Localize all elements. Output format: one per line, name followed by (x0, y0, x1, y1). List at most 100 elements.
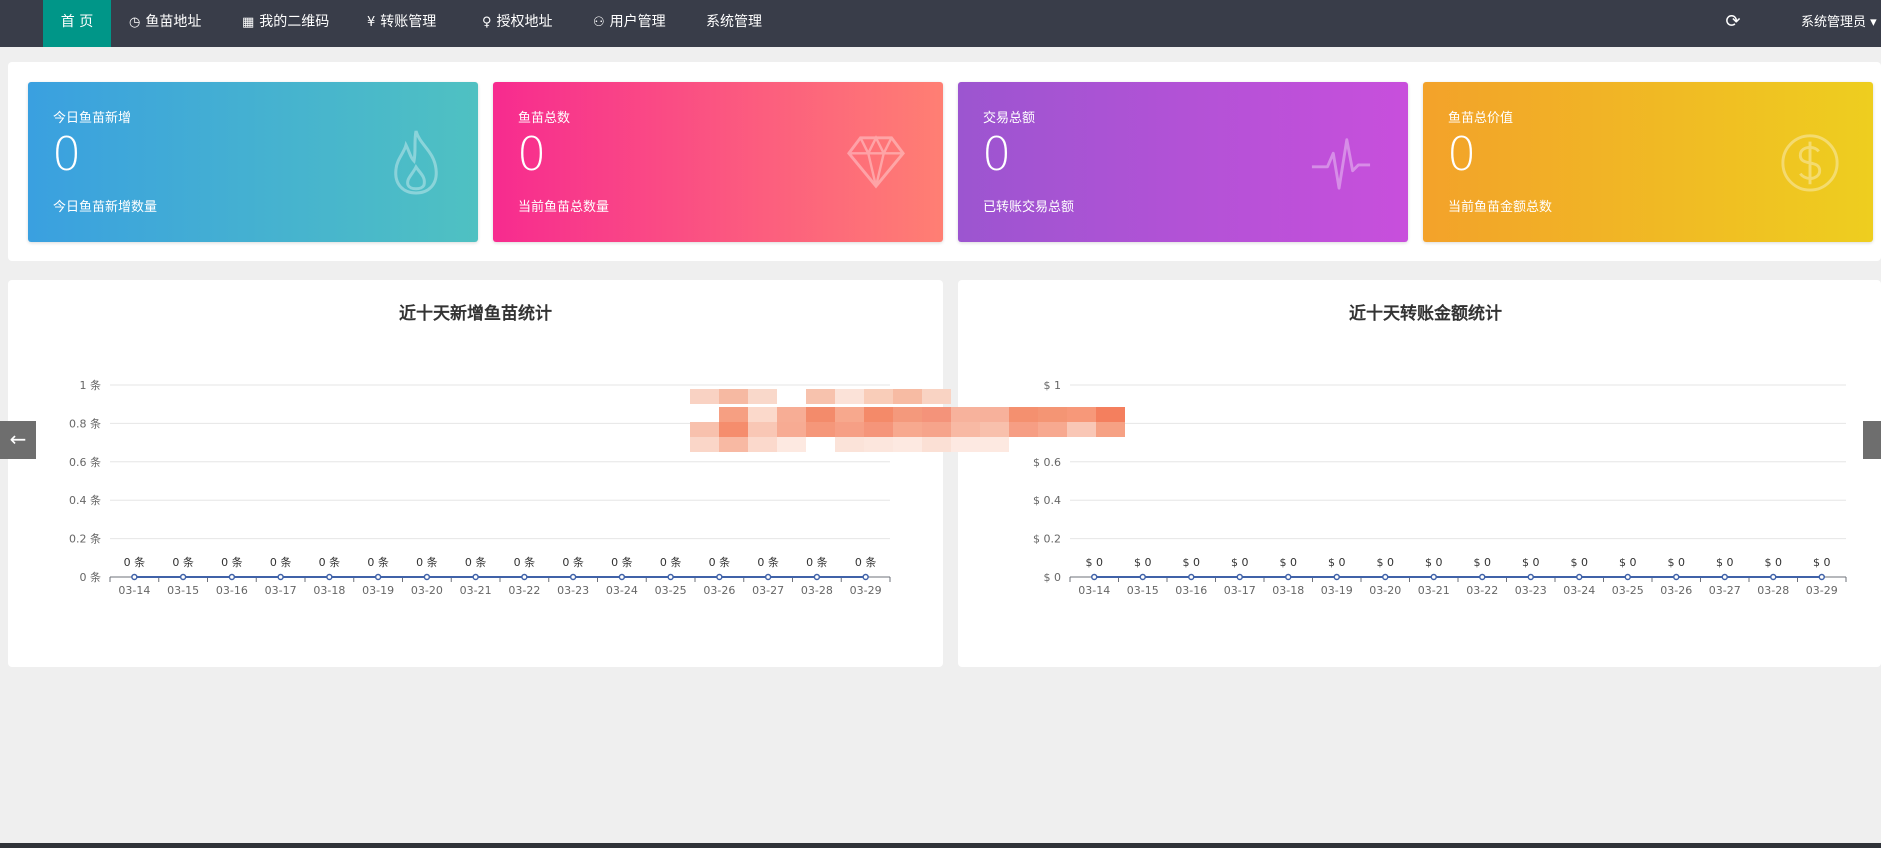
redaction-block (1067, 407, 1096, 422)
x-tick-label: 03-15 (1127, 584, 1159, 597)
data-label: $ 0 (1765, 556, 1783, 569)
nav-user-management[interactable]: ⚇ 用户管理 (593, 0, 666, 47)
x-tick-label: 03-27 (1709, 584, 1741, 597)
redaction-block (777, 407, 806, 422)
data-point (1139, 573, 1146, 581)
data-label: 0 条 (270, 555, 292, 569)
data-label: 0 条 (124, 555, 146, 569)
data-point (1382, 573, 1389, 581)
nav-system-management-label: 系统管理 (706, 14, 762, 30)
x-tick-label: 03-25 (655, 584, 687, 597)
nav-fish-address[interactable]: ◷ 鱼苗地址 (129, 0, 201, 47)
data-label: 0 条 (416, 555, 438, 569)
data-label: $ 0 (1571, 556, 1589, 569)
chart-new-fish: 0 条 0.2 条 0.4 条 0.6 条 0.8 条 1 条 03-14 03-15 03-1… (69, 378, 891, 597)
carousel-prev-button[interactable]: ← (0, 421, 36, 459)
location-icon: ♀ (482, 15, 492, 30)
redaction-block (922, 407, 951, 422)
data-label: 0 条 (465, 555, 487, 569)
x-tick-label: 03-20 (411, 584, 443, 597)
data-label: 0 条 (611, 555, 633, 569)
x-tick-label: 03-17 (265, 584, 297, 597)
refresh-icon[interactable]: ⟳ (1725, 11, 1741, 32)
x-tick-label: 03-21 (1418, 584, 1450, 597)
x-tick-label: 03-18 (313, 584, 345, 597)
data-label: $ 0 (1086, 556, 1104, 569)
x-tick-label: 03-26 (703, 584, 735, 597)
data-point (277, 573, 284, 581)
carousel-next-button[interactable] (1863, 421, 1881, 459)
y-tick-label: 0 条 (80, 570, 102, 584)
stat-card-today-new: 今日鱼苗新增 0 今日鱼苗新增数量 (28, 82, 478, 242)
data-point (764, 573, 772, 581)
y-tick-label: $ 0.2 (1033, 533, 1061, 546)
redaction-block (806, 407, 835, 422)
chart-title: 近十天转账金额统计 (1349, 304, 1502, 324)
y-tick-label: 1 条 (80, 378, 102, 392)
y-tick-label: 0.2 条 (69, 532, 101, 546)
nav-system-management[interactable]: 系统管理 (706, 0, 762, 47)
data-point (472, 573, 479, 581)
x-tick-label: 03-22 (1466, 584, 1498, 597)
data-label: 0 条 (172, 555, 194, 569)
nav-my-qrcode[interactable]: ▦ 我的二维码 (242, 0, 329, 47)
y-tick-label: $ 0.4 (1033, 494, 1061, 507)
data-label: 0 条 (367, 555, 389, 569)
redaction-block (690, 422, 719, 437)
redaction-block (719, 389, 748, 404)
data-point (228, 573, 236, 581)
x-tick-label: 03-16 (1175, 584, 1207, 597)
x-tick-label: 03-28 (801, 584, 833, 597)
x-tick-label: 03-14 (118, 584, 150, 597)
data-label: 0 条 (757, 555, 779, 569)
data-label: 0 条 (562, 555, 584, 569)
x-tick-label: 03-24 (1563, 584, 1595, 597)
redaction-block (1096, 407, 1125, 422)
x-tick-label: 03-18 (1272, 584, 1304, 597)
data-label: $ 0 (1522, 556, 1540, 569)
redaction-block (922, 422, 951, 437)
x-tick-label: 03-25 (1612, 584, 1644, 597)
nav-transfer-management[interactable]: ¥ 转账管理 (367, 0, 436, 47)
y-tick-label: $ 1 (1044, 379, 1062, 392)
redaction-block (893, 407, 922, 422)
nav-home[interactable]: 首 页 (43, 0, 111, 47)
x-tick-label: 03-19 (362, 584, 394, 597)
stat-value: 0 (1447, 127, 1477, 181)
x-tick-label: 03-28 (1757, 584, 1789, 597)
redaction-block (777, 437, 806, 452)
data-label: $ 0 (1280, 556, 1298, 569)
yen-icon: ¥ (367, 15, 376, 30)
redaction-block (1009, 407, 1038, 422)
redaction-block (951, 422, 980, 437)
stats-panel: 今日鱼苗新增 0 今日鱼苗新增数量 鱼苗总数 0 当前鱼苗总数量 交易总额 0 … (8, 62, 1881, 261)
data-point (1333, 573, 1340, 581)
stat-value: 0 (517, 127, 547, 181)
x-tick-label: 03-26 (1660, 584, 1692, 597)
dollar-icon (1781, 134, 1839, 192)
stat-title: 交易总额 (983, 111, 1036, 126)
data-point (716, 573, 723, 581)
y-tick-label: $ 0.6 (1033, 456, 1061, 469)
nav-authorized-address[interactable]: ♀ 授权地址 (482, 0, 553, 47)
x-tick-label: 03-20 (1369, 584, 1401, 597)
x-tick-label: 03-14 (1078, 584, 1110, 597)
redaction-block (835, 422, 864, 437)
redaction-block (690, 437, 719, 452)
y-tick-label: $ 0 (1044, 571, 1062, 584)
user-menu[interactable]: 系统管理员 ▾ (1801, 15, 1877, 30)
data-point (862, 573, 869, 581)
redaction-block (893, 422, 922, 437)
data-point (1285, 573, 1292, 581)
redaction-block (1038, 422, 1067, 437)
redaction-block (893, 437, 922, 452)
nav-fish-address-label: 鱼苗地址 (145, 14, 202, 30)
data-point (179, 573, 187, 581)
data-label: 0 条 (319, 555, 341, 569)
top-navbar: 首 页 ◷ 鱼苗地址 ▦ 我的二维码 ¥ 转账管理 ♀ 授权地址 ⚇ 用户管理 系统管理 … (0, 0, 1881, 47)
data-point (1818, 573, 1825, 581)
redaction-block (980, 407, 1009, 422)
data-label: 0 条 (514, 555, 536, 569)
chart-title: 近十天新增鱼苗统计 (399, 304, 552, 324)
data-label: $ 0 (1231, 556, 1249, 569)
